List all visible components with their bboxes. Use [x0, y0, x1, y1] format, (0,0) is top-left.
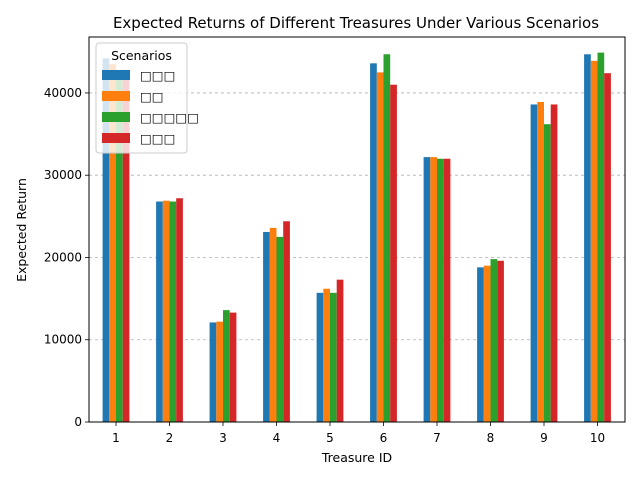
bar — [604, 73, 611, 422]
bar — [176, 198, 183, 422]
x-tick-label: 3 — [219, 431, 227, 445]
x-tick-label: 4 — [273, 431, 281, 445]
bar — [490, 259, 498, 422]
bar — [216, 321, 223, 422]
bar — [483, 265, 491, 422]
y-axis: 0 10000 20000 30000 40000 — [44, 86, 89, 429]
bar — [269, 227, 277, 422]
bar — [590, 60, 598, 422]
x-tick-label: 7 — [433, 431, 441, 445]
bar — [102, 58, 110, 423]
legend-swatch — [102, 112, 130, 122]
x-tick-label: 6 — [380, 431, 388, 445]
legend: Scenarios□□□□□□□□□□□□□ — [95, 42, 199, 154]
bar — [263, 231, 270, 422]
bar — [323, 288, 330, 422]
bar — [550, 104, 558, 422]
legend-label: □□□ — [140, 131, 175, 146]
bar — [443, 158, 451, 422]
bars-layer — [102, 52, 611, 423]
x-tick-label: 5 — [326, 431, 334, 445]
legend-swatch — [102, 91, 130, 101]
bar — [336, 279, 344, 422]
y-tick-label: 20000 — [44, 250, 82, 264]
bar — [537, 101, 544, 422]
legend-label: □□ — [140, 89, 164, 104]
y-tick-label: 40000 — [44, 86, 82, 100]
bar — [156, 201, 163, 422]
legend-label: □□□ — [140, 68, 175, 83]
bar — [544, 124, 551, 422]
y-tick-label: 30000 — [44, 168, 82, 182]
legend-swatch — [102, 70, 130, 80]
bar — [162, 200, 170, 422]
bar — [584, 54, 591, 423]
bar — [109, 64, 116, 423]
x-tick-label: 1 — [112, 431, 120, 445]
bar — [169, 201, 177, 422]
x-tick-label: 9 — [540, 431, 548, 445]
bar — [423, 157, 431, 422]
x-tick-label: 2 — [166, 431, 174, 445]
chart-title: Expected Returns of Different Treasures … — [113, 14, 599, 32]
bar — [209, 322, 217, 422]
bar — [477, 267, 484, 422]
bar — [276, 236, 284, 422]
bar — [283, 221, 290, 422]
bar — [122, 69, 130, 423]
bar — [597, 52, 605, 422]
y-tick-label: 10000 — [44, 333, 82, 347]
bar — [530, 104, 538, 422]
bar — [316, 292, 324, 422]
bar — [390, 84, 397, 422]
y-axis-label: Expected Return — [14, 178, 29, 282]
legend-title: Scenarios — [111, 48, 172, 63]
x-tick-label: 8 — [487, 431, 495, 445]
bar — [383, 54, 391, 423]
legend-label: □□□□□ — [140, 110, 199, 125]
y-tick-label: 0 — [74, 415, 82, 429]
plot-frame — [88, 36, 626, 423]
x-axis-label: Treasure ID — [321, 450, 392, 465]
bar — [330, 292, 337, 422]
bar — [430, 157, 437, 422]
x-tick-label: 10 — [590, 431, 605, 445]
bar — [497, 260, 504, 422]
legend-swatch — [102, 133, 130, 143]
bar — [116, 76, 123, 422]
bar — [223, 310, 230, 422]
bar — [376, 72, 384, 422]
x-axis: 1 2 3 4 5 6 7 8 9 10 — [112, 422, 605, 445]
bar — [229, 312, 237, 422]
bar — [370, 63, 377, 422]
bar — [437, 158, 444, 422]
